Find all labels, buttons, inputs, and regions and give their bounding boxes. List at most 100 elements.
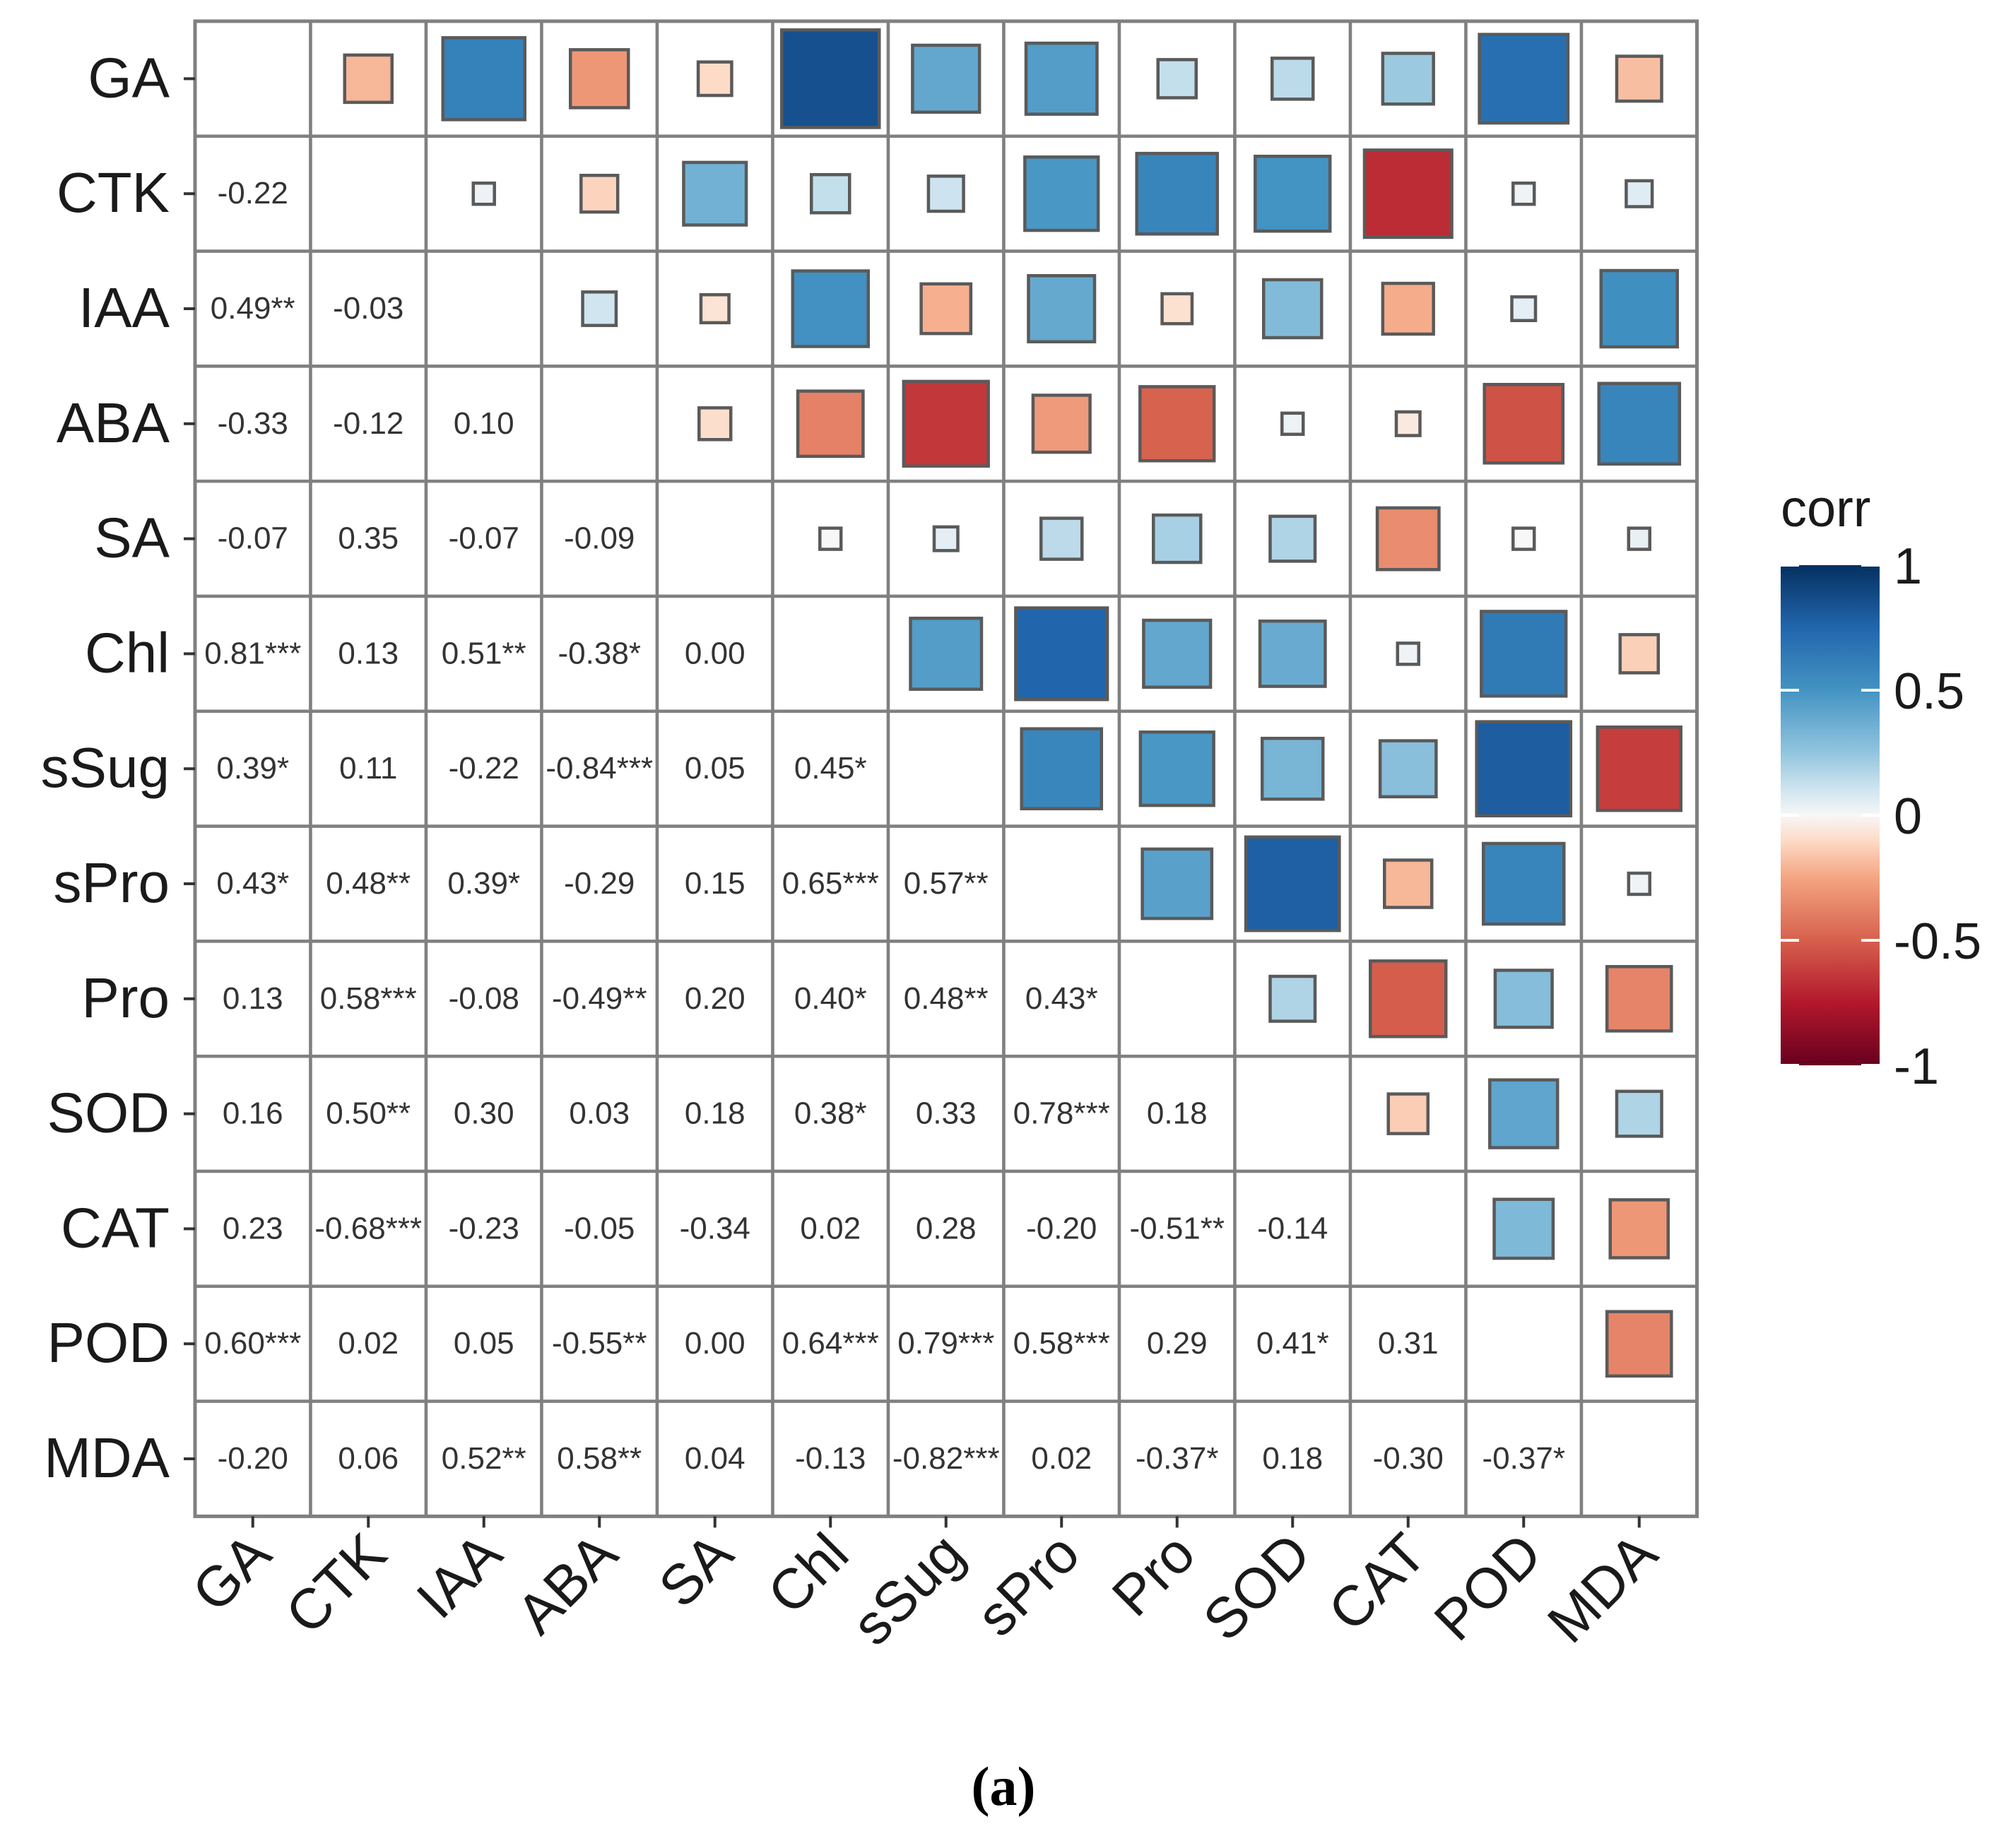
corr-label-Chl-SA: 0.00 xyxy=(685,636,745,670)
grid-cell xyxy=(1117,19,1237,138)
corr-square-IAA-POD xyxy=(1510,295,1538,322)
corr-label-POD-GA: 0.60*** xyxy=(204,1326,301,1361)
corr-square-sPro-MDA xyxy=(1627,871,1651,896)
y-tick-label-SOD: SOD xyxy=(47,1082,170,1144)
grid-cell xyxy=(309,134,428,253)
corr-label-Chl-ABA: -0.38* xyxy=(558,636,641,670)
corr-square-Pro-CAT xyxy=(1369,959,1448,1038)
grid-cell xyxy=(309,479,428,598)
corr-square-CTK-IAA xyxy=(471,181,496,206)
corr-label-SOD-sPro: 0.78*** xyxy=(1013,1096,1110,1131)
corr-label-sSug-GA: 0.39* xyxy=(216,751,289,786)
grid-cell xyxy=(424,940,543,1058)
corr-square-ABA-SOD xyxy=(1280,411,1305,437)
corr-label-IAA-GA: 0.49** xyxy=(211,291,295,326)
grid-cell xyxy=(540,594,659,714)
grid-cell xyxy=(1464,1284,1584,1403)
grid-cell xyxy=(1002,824,1121,943)
x-tick-label-MDA: MDA xyxy=(1535,1521,1669,1654)
corr-label-SOD-ABA: 0.03 xyxy=(569,1096,630,1131)
grid-cell xyxy=(309,1054,428,1173)
corr-square-GA-ABA xyxy=(568,48,630,109)
grid-cell xyxy=(886,940,1006,1058)
corr-square-sSug-SOD xyxy=(1260,736,1325,801)
corr-square-GA-Chl xyxy=(779,28,881,129)
corr-square-ABA-sPro xyxy=(1031,393,1092,454)
corr-label-POD-CTK: 0.02 xyxy=(338,1326,399,1361)
corr-label-POD-CAT: 0.31 xyxy=(1378,1326,1439,1361)
y-tick-label-ABA: ABA xyxy=(57,391,170,454)
legend-title: corr xyxy=(1781,479,1870,538)
x-tick-label-SOD: SOD xyxy=(1191,1521,1323,1652)
grid-cell xyxy=(424,824,543,943)
x-tick-label-CAT: CAT xyxy=(1316,1521,1438,1642)
corr-label-Chl-CTK: 0.13 xyxy=(338,636,399,670)
corr-label-POD-IAA: 0.05 xyxy=(454,1326,514,1361)
corr-square-GA-Pro xyxy=(1156,58,1198,100)
grid-cell xyxy=(1579,1399,1699,1518)
corr-label-CAT-sSug: 0.28 xyxy=(916,1211,977,1245)
y-tick-label-sSug: sSug xyxy=(41,736,170,799)
corr-label-sSug-SA: 0.05 xyxy=(685,751,745,786)
corr-label-IAA-CTK: -0.03 xyxy=(333,291,403,326)
corr-square-Pro-SOD xyxy=(1268,974,1317,1023)
grid-cell xyxy=(1117,940,1237,1058)
corr-label-sSug-CTK: 0.11 xyxy=(339,751,397,786)
grid-cell xyxy=(1348,1284,1468,1403)
grid-cell xyxy=(193,1169,312,1289)
corr-square-CTK-SOD xyxy=(1254,154,1332,233)
corr-square-Chl-sSug xyxy=(909,616,984,691)
corr-label-sPro-IAA: 0.39* xyxy=(447,866,520,901)
corr-label-SOD-sSug: 0.33 xyxy=(916,1096,977,1131)
corr-label-Pro-sSug: 0.48** xyxy=(904,981,989,1016)
corr-square-SA-Chl xyxy=(818,526,843,551)
corr-label-sSug-Chl: 0.45* xyxy=(794,751,867,786)
y-tick-label-GA: GA xyxy=(88,46,170,109)
corr-square-ABA-Pro xyxy=(1138,385,1216,463)
grid-cell xyxy=(1348,1169,1468,1289)
grid-cell xyxy=(193,709,312,828)
corr-square-Chl-sPro xyxy=(1014,606,1109,702)
corr-square-CTK-Pro xyxy=(1135,151,1220,236)
cell-labels: -0.22 0.49** -0.03 -0.33 -0.12 0.10 -0.07 0.35 -… xyxy=(204,176,1565,1476)
corr-square-CTK-sPro xyxy=(1023,155,1100,232)
corr-square-Chl-POD xyxy=(1480,610,1568,698)
corr-square-Pro-MDA xyxy=(1605,964,1673,1033)
corr-square-SOD-MDA xyxy=(1615,1089,1663,1138)
corr-label-CAT-Pro: -0.51** xyxy=(1129,1211,1225,1245)
corr-label-POD-ABA: -0.55** xyxy=(552,1326,647,1361)
corr-square-GA-CAT xyxy=(1381,52,1435,106)
corr-square-CTK-sSug xyxy=(926,174,965,213)
grid-cell xyxy=(193,479,312,598)
corr-square-IAA-ABA xyxy=(581,290,618,327)
legend-tick-label: -1 xyxy=(1894,1038,1939,1095)
corr-square-CAT-MDA xyxy=(1608,1198,1670,1260)
grid-cell xyxy=(424,134,543,253)
corr-square-sPro-CAT xyxy=(1383,858,1434,909)
corr-label-MDA-SOD: 0.18 xyxy=(1262,1441,1323,1476)
corr-label-MDA-CTK: 0.06 xyxy=(338,1441,399,1476)
corr-label-MDA-sSug: -0.82*** xyxy=(892,1441,1000,1476)
corr-label-SOD-Pro: 0.18 xyxy=(1147,1096,1208,1131)
x-tick-label-POD: POD xyxy=(1422,1521,1554,1652)
legend: corr 1 0.5 0 -0.5 -1 xyxy=(1781,479,1981,1095)
corr-label-Chl-IAA: 0.51** xyxy=(442,636,526,670)
grid-cell xyxy=(424,1169,543,1289)
y-tick-label-IAA: IAA xyxy=(78,276,170,339)
x-tick-label-sPro: sPro xyxy=(965,1521,1091,1647)
corr-label-POD-sSug: 0.79*** xyxy=(897,1326,994,1361)
corr-label-POD-Chl: 0.64*** xyxy=(782,1326,879,1361)
y-tick-label-Pro: Pro xyxy=(82,966,170,1029)
x-tick-label-ABA: ABA xyxy=(505,1521,630,1646)
x-tick-label-CTK: CTK xyxy=(273,1521,398,1645)
corr-label-CAT-sPro: -0.20 xyxy=(1026,1211,1097,1245)
grid-cell xyxy=(771,940,890,1058)
corr-square-SA-Pro xyxy=(1152,513,1203,564)
grid-cell xyxy=(309,1284,428,1403)
corr-label-MDA-GA: -0.20 xyxy=(218,1441,288,1476)
corr-square-IAA-SOD xyxy=(1261,278,1324,340)
corr-square-GA-MDA xyxy=(1615,54,1663,103)
corr-square-SA-MDA xyxy=(1627,526,1651,551)
corr-label-Pro-GA: 0.13 xyxy=(223,981,283,1016)
